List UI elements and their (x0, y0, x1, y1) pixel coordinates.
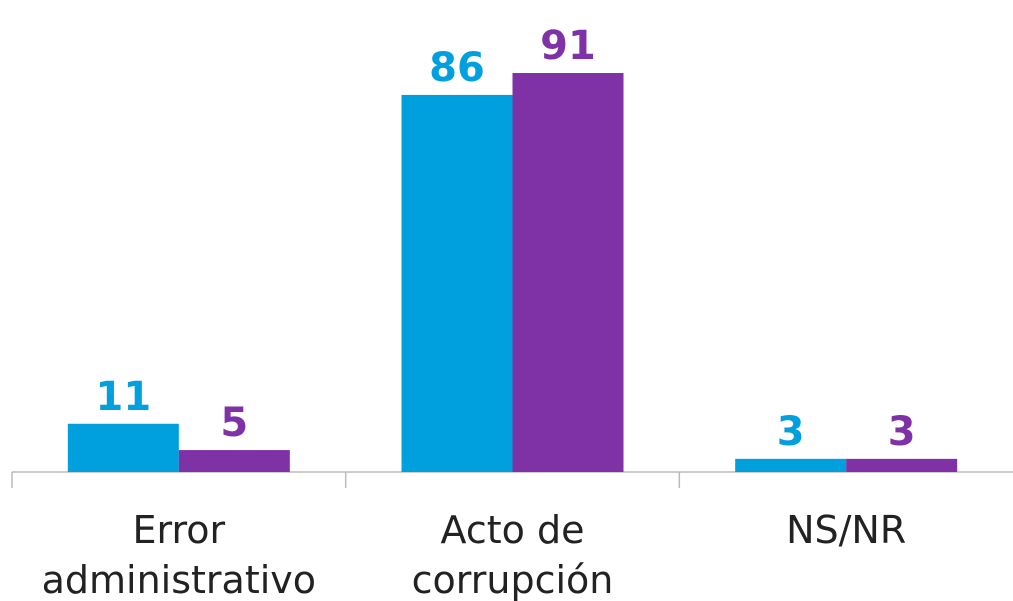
x-tick-label: Acto de (441, 508, 585, 552)
bar (178, 450, 290, 472)
x-tick-label: administrativo (42, 558, 316, 601)
bar (735, 458, 847, 472)
value-label: 3 (777, 409, 805, 455)
value-label: 5 (220, 400, 248, 446)
value-label: 86 (429, 45, 485, 91)
x-tick-label: NS/NR (786, 508, 906, 552)
bar (846, 458, 958, 472)
value-label: 11 (95, 374, 151, 420)
x-tick-label: corrupción (412, 558, 614, 601)
value-label: 3 (888, 409, 916, 455)
value-label: 91 (540, 23, 596, 69)
bar (67, 423, 179, 472)
bar (512, 73, 624, 472)
bar (401, 94, 513, 472)
x-tick-label: Error (133, 508, 226, 552)
